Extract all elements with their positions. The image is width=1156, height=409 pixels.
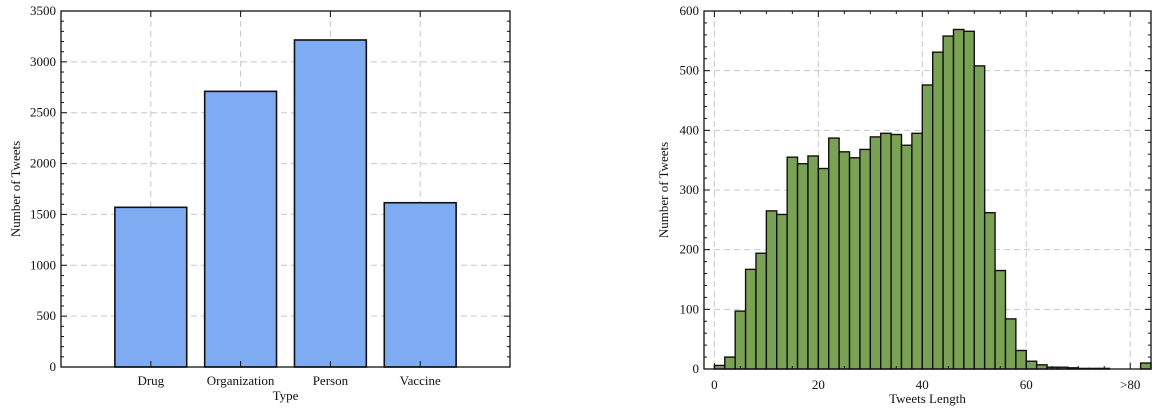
x-tick-label: Person: [313, 373, 349, 388]
histogram-bar: [859, 148, 872, 370]
histogram-bar: [807, 155, 820, 370]
bars: [114, 39, 457, 368]
y-tick-label: 500: [680, 63, 700, 78]
y-tick-label: 400: [680, 122, 700, 137]
histogram-bar: [796, 163, 809, 370]
tick-marks: [704, 10, 1151, 370]
bar-vaccine: [383, 201, 457, 368]
x-tick-label: >80: [1120, 377, 1140, 392]
histogram-bar: [994, 269, 1007, 370]
histogram-bar: [817, 167, 830, 370]
histogram-bar: [848, 157, 861, 370]
y-tick-label: 2000: [30, 156, 56, 171]
histogram-bar: [724, 356, 736, 370]
plot-frame: [60, 10, 511, 368]
histogram-bar: [963, 30, 975, 370]
y-tick-label: 3500: [30, 3, 56, 18]
y-axis-label: Number of Tweets: [656, 142, 671, 238]
histogram-bar: [838, 151, 851, 370]
y-tick-labels: 0 500 1000 1500 2000 2500 3000 3500: [30, 3, 56, 374]
histogram-bar: [931, 51, 944, 370]
x-tick-labels: 0 20 40 60 >80: [711, 377, 1140, 392]
x-tick-label: Vaccine: [400, 373, 441, 388]
x-tick-label: Drug: [137, 373, 164, 388]
histogram-bar: [744, 268, 757, 370]
x-tick-label: 60: [1020, 377, 1033, 392]
y-tick-label: 200: [680, 242, 700, 257]
histogram-bar: [776, 213, 788, 370]
histogram-bar: [890, 133, 903, 370]
tweets-length-histogram: 0 100 200 300 400 500 600 0 20 40 60 >80 Tweets Le…: [656, 3, 1152, 406]
histogram-bar: [1139, 362, 1152, 370]
x-tick-label: 0: [711, 377, 718, 392]
histogram-bar: [900, 144, 913, 370]
y-tick-label: 3000: [30, 54, 56, 69]
histogram-bar: [765, 210, 778, 370]
histogram-bar: [1025, 360, 1038, 370]
bar-organization: [203, 90, 278, 368]
x-tick-label: 40: [916, 377, 929, 392]
histogram-bar: [828, 137, 840, 370]
y-tick-labels: 0 100 200 300 400 500 600: [680, 3, 700, 376]
y-axis-label: Number of Tweets: [8, 141, 23, 237]
histogram-bar: [786, 156, 799, 370]
y-tick-label: 600: [680, 3, 700, 18]
histogram-bar: [869, 136, 882, 370]
histogram-bar: [1004, 318, 1017, 370]
x-tick-labels: Drug Organization Person Vaccine: [137, 373, 441, 388]
histogram-bar: [734, 310, 747, 370]
histogram-bar: [973, 65, 986, 370]
x-tick-label: 20: [812, 377, 825, 392]
x-axis-label: Tweets Length: [889, 391, 966, 406]
y-tick-label: 0: [50, 359, 57, 374]
y-tick-label: 500: [37, 308, 57, 323]
y-tick-label: 100: [680, 301, 700, 316]
bar-person: [293, 39, 368, 368]
bar-drug: [114, 206, 188, 368]
histogram-bar: [880, 132, 892, 370]
histogram-bar: [983, 211, 996, 370]
x-tick-label: Organization: [207, 373, 275, 388]
histogram-bar: [921, 84, 934, 370]
y-tick-label: 1500: [30, 206, 56, 221]
y-tick-label: 300: [680, 182, 700, 197]
bars: [713, 28, 1152, 370]
histogram-bar: [911, 132, 924, 370]
histogram-bar: [1015, 349, 1027, 370]
histogram-bar: [755, 252, 768, 370]
histogram-bar: [942, 35, 955, 370]
type-bar-chart: 0 500 1000 1500 2000 2500 3000 3500 Drug Organiz…: [8, 3, 511, 403]
y-tick-label: 0: [693, 361, 700, 376]
tick-marks: [61, 10, 510, 368]
x-axis-label: Type: [273, 388, 299, 403]
y-tick-label: 2500: [30, 105, 56, 120]
y-tick-label: 1000: [30, 257, 56, 272]
histogram-bar: [952, 28, 965, 370]
